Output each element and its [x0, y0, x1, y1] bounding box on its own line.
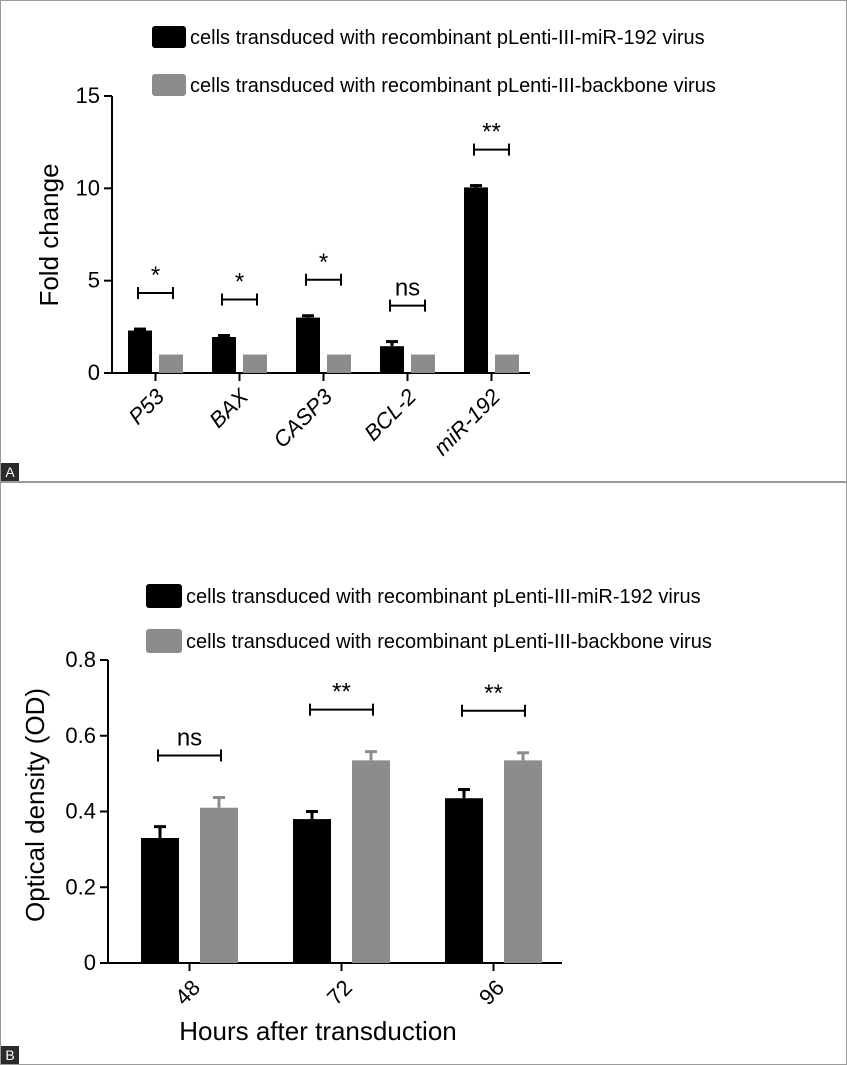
legend-label-2: cells transduced with recombinant pLenti…: [190, 75, 716, 97]
bar-1-CASP3: [296, 317, 320, 373]
bar-1-48: [141, 838, 179, 963]
bar-2-P53: [159, 354, 183, 373]
y-tick-label: 0.8: [65, 647, 96, 672]
significance-label: *: [319, 249, 328, 276]
bar-2-72: [352, 760, 390, 963]
y-tick-label: 0.6: [65, 723, 96, 748]
panel-divider: [0, 481, 847, 483]
bar-2-BAX: [243, 354, 267, 373]
bar-1-96: [445, 798, 483, 963]
legend-swatch-1: [146, 584, 182, 608]
y-axis-label: Optical density (OD): [20, 688, 50, 922]
legend-label-2: cells transduced with recombinant pLenti…: [186, 631, 712, 653]
legend-label-1: cells transduced with recombinant pLenti…: [190, 27, 705, 49]
y-tick-label: 10: [76, 175, 100, 200]
bar-2-48: [200, 807, 238, 963]
bar-2-96: [504, 760, 542, 963]
significance-label: *: [151, 262, 160, 289]
panel-label-b: B: [1, 1046, 19, 1064]
y-tick-label: 15: [76, 83, 100, 108]
bar-1-BAX: [212, 336, 236, 373]
bar-2-CASP3: [327, 354, 351, 373]
significance-label: *: [235, 269, 244, 296]
y-tick-label: 5: [88, 268, 100, 293]
y-tick-label: 0: [84, 950, 96, 975]
x-tick-label: 72: [322, 975, 357, 1010]
x-tick-label: 48: [170, 975, 205, 1010]
x-tick-label: 96: [474, 975, 509, 1010]
y-tick-label: 0.4: [65, 799, 96, 824]
bar-1-72: [293, 819, 331, 963]
legend-swatch-2: [152, 74, 186, 96]
x-axis-label: Hours after transduction: [179, 1016, 456, 1046]
significance-label: ns: [395, 275, 420, 302]
legend-swatch-1: [152, 26, 186, 48]
bar-2-miR-192: [495, 354, 519, 373]
y-tick-label: 0: [88, 360, 100, 385]
significance-label: **: [484, 680, 503, 707]
chart-a: cells transduced with recombinant pLenti…: [34, 26, 716, 460]
significance-label: ns: [177, 724, 202, 751]
legend-swatch-2: [146, 629, 182, 653]
panel-label-a: A: [1, 463, 19, 481]
legend-label-1: cells transduced with recombinant pLenti…: [186, 586, 701, 608]
bar-1-P53: [128, 330, 152, 373]
bar-1-BCL-2: [380, 346, 404, 373]
bar-1-miR-192: [464, 187, 488, 373]
y-tick-label: 0.2: [65, 874, 96, 899]
bar-2-BCL-2: [411, 354, 435, 373]
significance-label: **: [482, 119, 501, 146]
significance-label: **: [332, 679, 351, 706]
y-axis-label: Fold change: [34, 163, 64, 306]
